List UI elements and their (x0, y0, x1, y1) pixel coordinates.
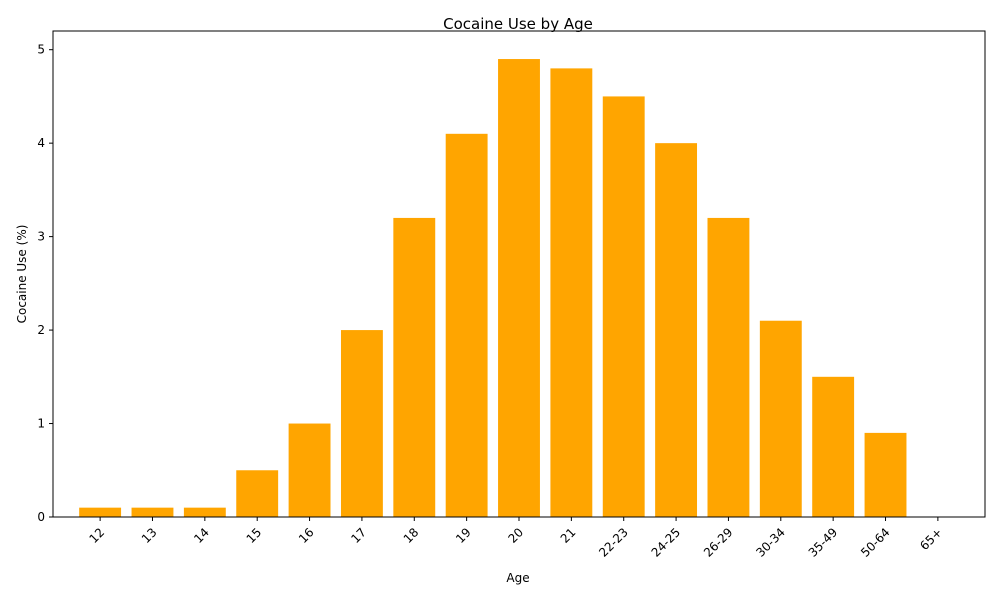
x-tick-label: 21 (558, 525, 579, 546)
bar-13 (131, 507, 174, 517)
chart-title: Cocaine Use by Age (443, 15, 593, 33)
x-tick-label: 12 (87, 525, 108, 546)
bar-50-64 (864, 432, 907, 517)
x-tick-label: 14 (191, 525, 212, 546)
x-tick-label: 19 (453, 525, 474, 546)
x-tick-label: 50-64 (858, 525, 893, 560)
y-tick-label: 3 (37, 230, 45, 244)
x-tick-label: 13 (139, 525, 160, 546)
y-axis-title: Cocaine Use (%) (15, 225, 29, 324)
x-tick-label: 20 (505, 525, 526, 546)
y-tick-label: 5 (37, 43, 45, 57)
bar-15 (236, 470, 279, 517)
x-tick-label: 22-23 (596, 525, 631, 560)
x-tick-label: 15 (244, 525, 265, 546)
y-tick-label: 1 (37, 417, 45, 431)
bar-35-49 (812, 376, 855, 517)
bar-18 (393, 217, 436, 517)
bar-16 (288, 423, 331, 517)
x-tick-label: 18 (401, 525, 422, 546)
x-tick-label: 35-49 (806, 525, 841, 560)
bar-12 (79, 507, 122, 517)
bar-21 (550, 68, 593, 517)
x-tick-label: 17 (348, 525, 369, 546)
x-tick-label: 26-29 (701, 525, 736, 560)
bar-24-25 (655, 143, 698, 517)
bar-22-23 (602, 96, 645, 517)
y-tick-label: 2 (37, 323, 45, 337)
x-tick-label: 30-34 (753, 525, 788, 560)
x-tick-label: 65+ (917, 525, 945, 553)
y-tick-label: 0 (37, 510, 45, 524)
bar-17 (340, 330, 383, 517)
bar-26-29 (707, 217, 750, 517)
x-tick-label: 16 (296, 525, 317, 546)
x-tick-label: 24-25 (649, 525, 684, 560)
bar-14 (183, 507, 226, 517)
bar-30-34 (759, 320, 802, 517)
bar-19 (445, 133, 488, 518)
y-tick-label: 4 (37, 136, 45, 150)
x-axis-title: Age (506, 571, 529, 585)
bar-20 (498, 59, 540, 518)
